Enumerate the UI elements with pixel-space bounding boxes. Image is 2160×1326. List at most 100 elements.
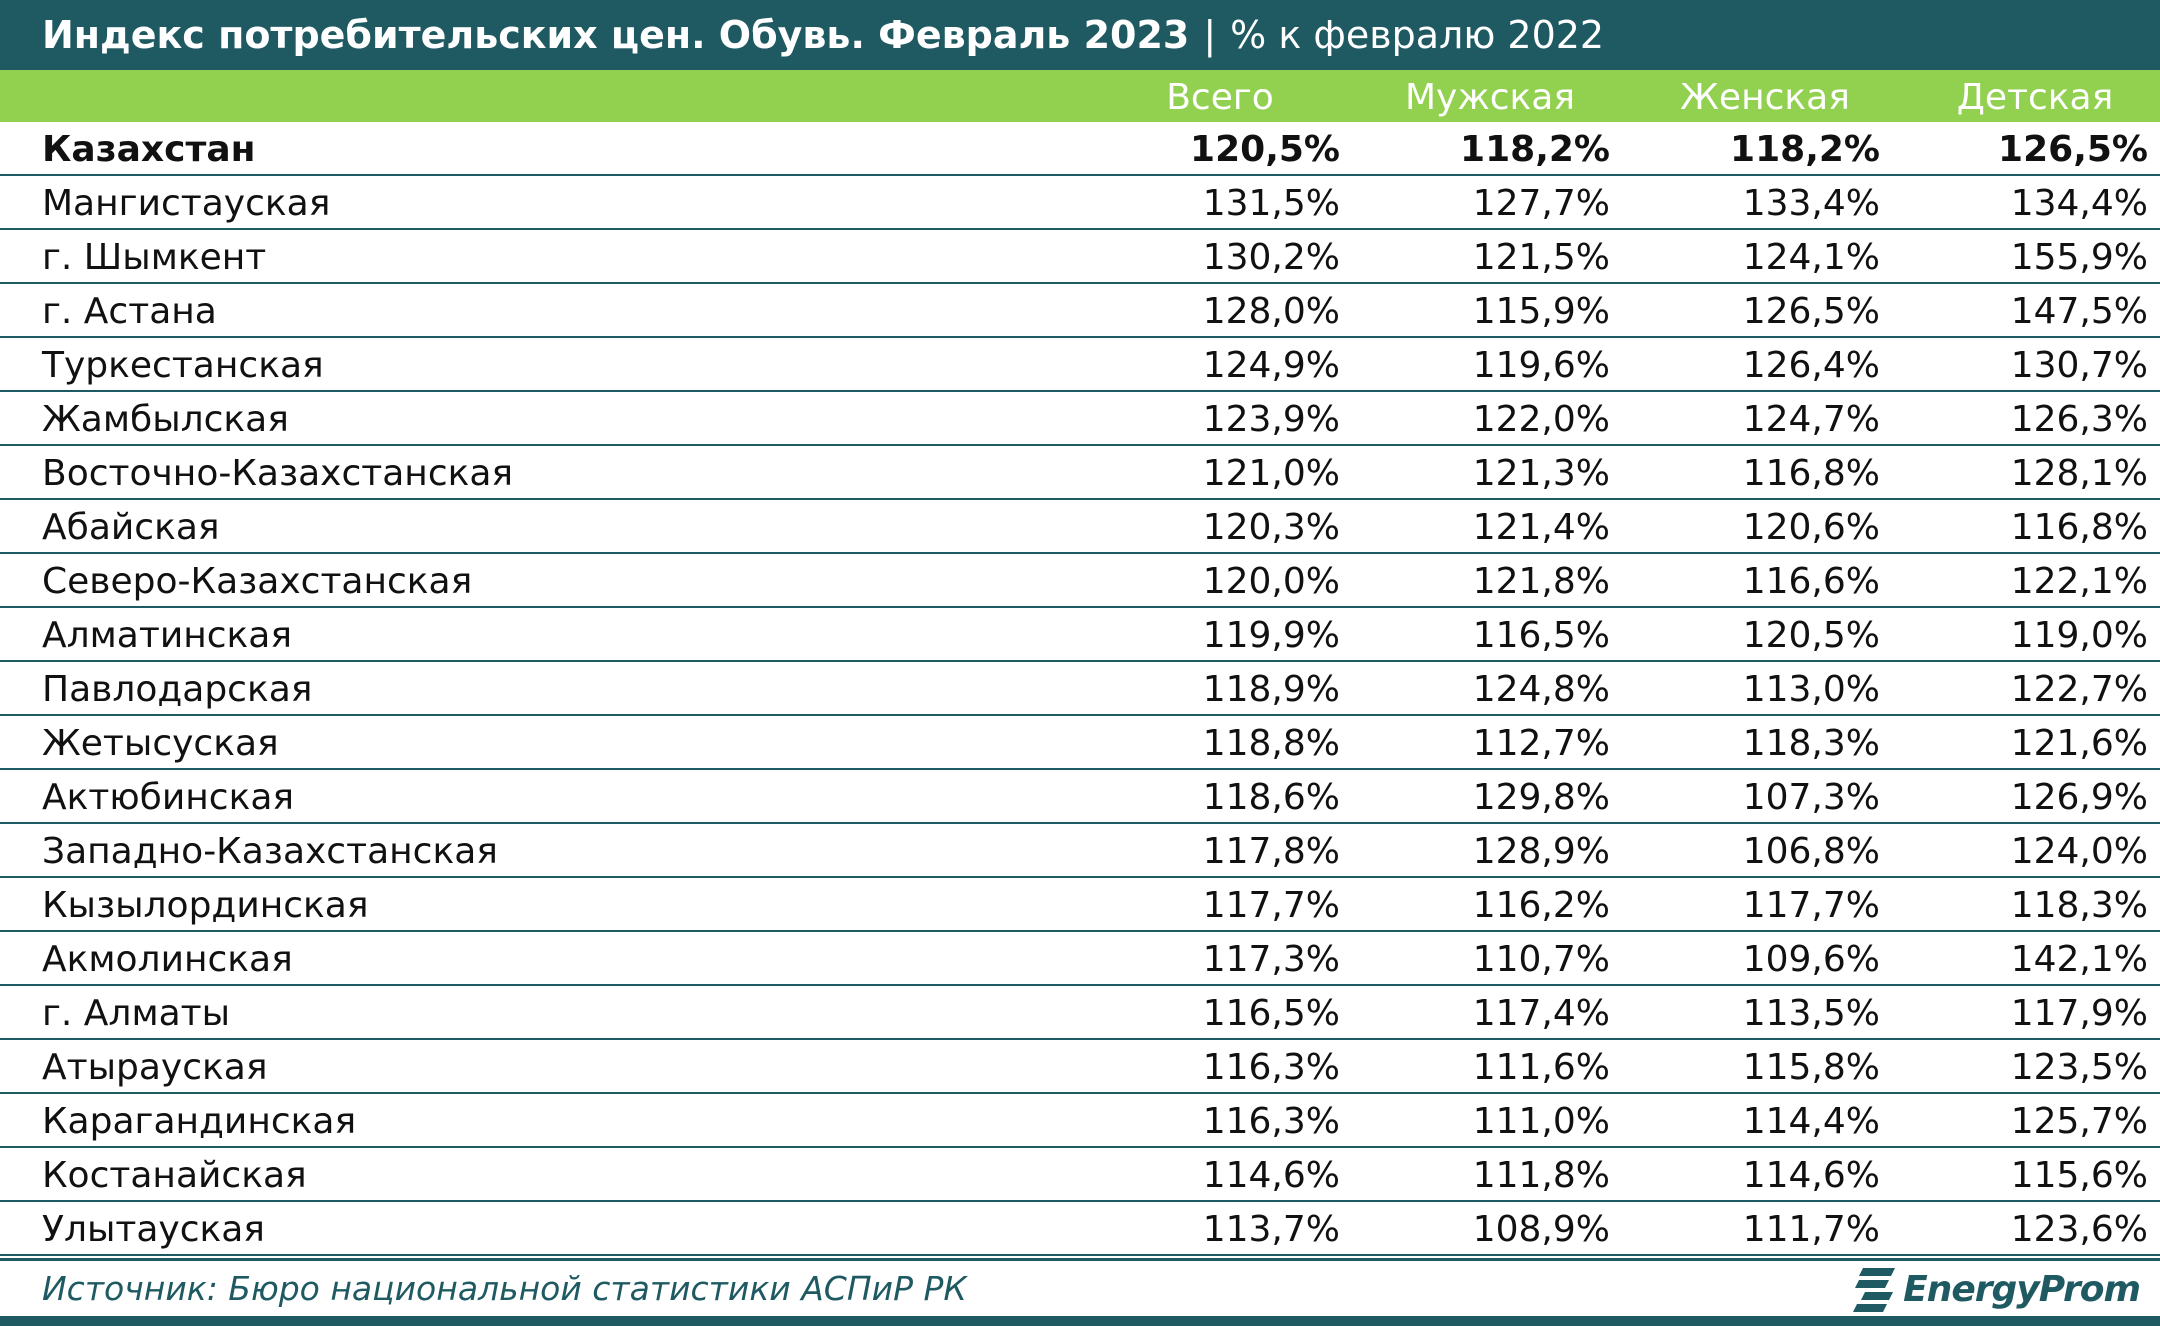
- value-women: 114,6%: [1742, 1155, 1880, 1196]
- table-row: Восточно-Казахстанская 121,0% 121,3% 116,8%…: [0, 446, 2160, 500]
- value-children: 125,7%: [2010, 1101, 2148, 1142]
- value-total: 117,3%: [1202, 939, 1340, 980]
- table-row: Абайская 120,3% 121,4% 120,6% 116,8%: [0, 500, 2160, 554]
- value-total: 114,6%: [1202, 1155, 1340, 1196]
- value-men: 117,4%: [1472, 993, 1610, 1034]
- value-children: 121,6%: [2010, 723, 2148, 764]
- value-women: 133,4%: [1742, 183, 1880, 224]
- value-total: 116,3%: [1202, 1101, 1340, 1142]
- value-total: 118,6%: [1202, 777, 1340, 818]
- value-children: 126,3%: [2010, 399, 2148, 440]
- table-row: Карагандинская 116,3% 111,0% 114,4% 125,7%: [0, 1094, 2160, 1148]
- chart-title-bar: Индекс потребительских цен. Обувь. Февра…: [0, 0, 2160, 70]
- value-women: 113,5%: [1742, 993, 1880, 1034]
- value-men: 121,5%: [1472, 237, 1610, 278]
- value-total: 131,5%: [1202, 183, 1340, 224]
- region-name: Актюбинская: [42, 777, 295, 818]
- region-name: г. Алматы: [42, 993, 231, 1034]
- logo-text: EnergyProm: [1903, 1268, 2141, 1310]
- region-name: Восточно-Казахстанская: [42, 453, 514, 494]
- value-men: 116,2%: [1472, 885, 1610, 926]
- value-women: 114,4%: [1742, 1101, 1880, 1142]
- energyprom-logo: EnergyProm: [1853, 1265, 2141, 1313]
- value-total: 116,3%: [1202, 1047, 1340, 1088]
- region-name: Алматинская: [42, 615, 293, 656]
- value-children: 142,1%: [2010, 939, 2148, 980]
- value-men: 111,6%: [1472, 1047, 1610, 1088]
- value-women: 118,2%: [1730, 129, 1880, 170]
- footer: Источник: Бюро национальной статистики А…: [0, 1258, 2160, 1312]
- table-row: г. Алматы 116,5% 117,4% 113,5% 117,9%: [0, 986, 2160, 1040]
- value-children: 147,5%: [2010, 291, 2148, 332]
- value-children: 124,0%: [2010, 831, 2148, 872]
- chart-subtitle: % к февралю 2022: [1230, 13, 1605, 57]
- region-name: Костанайская: [42, 1155, 307, 1196]
- column-header-total: Всего: [1166, 77, 1274, 118]
- value-men: 115,9%: [1472, 291, 1610, 332]
- value-total: 123,9%: [1202, 399, 1340, 440]
- value-children: 155,9%: [2010, 237, 2148, 278]
- value-women: 117,7%: [1742, 885, 1880, 926]
- value-men: 116,5%: [1472, 615, 1610, 656]
- value-children: 116,8%: [2010, 507, 2148, 548]
- value-women: 113,0%: [1742, 669, 1880, 710]
- bottom-bar: [0, 1316, 2160, 1326]
- value-men: 129,8%: [1472, 777, 1610, 818]
- region-name: Кызылординская: [42, 885, 369, 926]
- table-row: Северо-Казахстанская 120,0% 121,8% 116,6% 12…: [0, 554, 2160, 608]
- region-name: Акмолинская: [42, 939, 293, 980]
- value-men: 124,8%: [1472, 669, 1610, 710]
- table-row: г. Астана 128,0% 115,9% 126,5% 147,5%: [0, 284, 2160, 338]
- value-children: 117,9%: [2010, 993, 2148, 1034]
- value-total: 120,0%: [1202, 561, 1340, 602]
- table-row: Актюбинская 118,6% 129,8% 107,3% 126,9%: [0, 770, 2160, 824]
- table-row: Алматинская 119,9% 116,5% 120,5% 119,0%: [0, 608, 2160, 662]
- region-name: г. Шымкент: [42, 237, 267, 278]
- value-children: 122,7%: [2010, 669, 2148, 710]
- region-name: г. Астана: [42, 291, 217, 332]
- chart-title: Индекс потребительских цен. Обувь. Февра…: [42, 13, 1190, 57]
- region-name: Атырауская: [42, 1047, 268, 1088]
- value-men: 111,8%: [1472, 1155, 1610, 1196]
- value-women: 120,6%: [1742, 507, 1880, 548]
- value-children: 122,1%: [2010, 561, 2148, 602]
- value-children: 123,6%: [2010, 1209, 2148, 1250]
- column-header-men: Мужская: [1404, 77, 1576, 118]
- region-name: Западно-Казахстанская: [42, 831, 498, 872]
- table-row: Кызылординская 117,7% 116,2% 117,7% 118,3%: [0, 878, 2160, 932]
- value-total: 130,2%: [1202, 237, 1340, 278]
- region-name: Улытауская: [42, 1209, 265, 1250]
- table-row: Павлодарская 118,9% 124,8% 113,0% 122,7%: [0, 662, 2160, 716]
- value-women: 126,4%: [1742, 345, 1880, 386]
- value-children: 119,0%: [2010, 615, 2148, 656]
- table-row: Жамбылская 123,9% 122,0% 124,7% 126,3%: [0, 392, 2160, 446]
- value-women: 116,8%: [1742, 453, 1880, 494]
- value-men: 128,9%: [1472, 831, 1610, 872]
- column-header-children: Детская: [1956, 77, 2114, 118]
- value-men: 121,8%: [1472, 561, 1610, 602]
- value-women: 124,1%: [1742, 237, 1880, 278]
- value-men: 119,6%: [1472, 345, 1610, 386]
- region-name: Северо-Казахстанская: [42, 561, 473, 602]
- value-total: 113,7%: [1202, 1209, 1340, 1250]
- value-women: 126,5%: [1742, 291, 1880, 332]
- region-name: Жамбылская: [42, 399, 289, 440]
- value-children: 128,1%: [2010, 453, 2148, 494]
- value-total: 119,9%: [1202, 615, 1340, 656]
- table-row: Мангистауская 131,5% 127,7% 133,4% 134,4%: [0, 176, 2160, 230]
- value-children: 130,7%: [2010, 345, 2148, 386]
- value-women: 106,8%: [1742, 831, 1880, 872]
- value-men: 112,7%: [1472, 723, 1610, 764]
- value-women: 115,8%: [1742, 1047, 1880, 1088]
- region-name: Абайская: [42, 507, 220, 548]
- value-men: 122,0%: [1472, 399, 1610, 440]
- value-children: 115,6%: [2010, 1155, 2148, 1196]
- title-separator: |: [1203, 13, 1217, 57]
- value-women: 107,3%: [1742, 777, 1880, 818]
- table-row: Западно-Казахстанская 117,8% 128,9% 106,8% 1…: [0, 824, 2160, 878]
- region-name: Мангистауская: [42, 183, 331, 224]
- value-total: 128,0%: [1202, 291, 1340, 332]
- value-total: 124,9%: [1202, 345, 1340, 386]
- source-note: Источник: Бюро национальной статистики А…: [42, 1269, 967, 1308]
- value-women: 124,7%: [1742, 399, 1880, 440]
